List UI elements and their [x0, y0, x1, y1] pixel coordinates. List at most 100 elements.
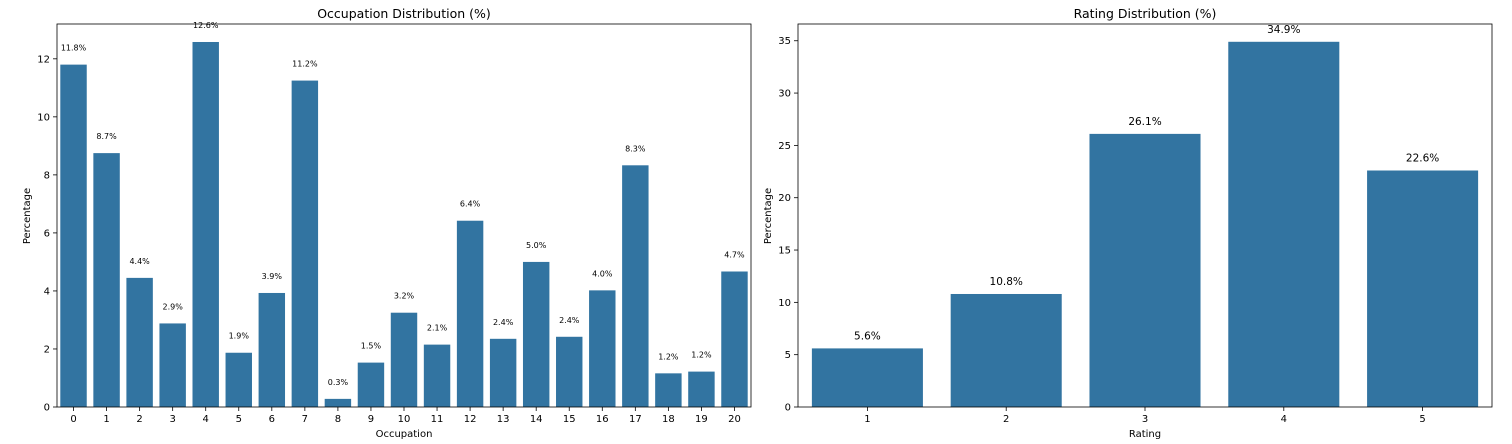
bar	[721, 271, 748, 407]
data-label: 2.4%	[559, 316, 580, 325]
x-tick-label: 18	[662, 414, 675, 425]
bar	[622, 165, 649, 407]
x-tick-label: 15	[563, 414, 576, 425]
data-label: 10.8%	[990, 276, 1023, 288]
x-tick-label: 7	[302, 414, 308, 425]
bar	[324, 398, 352, 407]
rating-chart-marks: 0 5 10 15 20 25 30 35 1 5.6% 2 10.8% 3 26.1% 4 34.9% 5 22…	[778, 24, 1479, 425]
data-label: 5.6%	[854, 330, 881, 342]
x-tick-label: 10	[398, 414, 411, 425]
y-tick-label: 10	[37, 112, 50, 123]
data-label: 1.2%	[658, 352, 679, 361]
occupation-chart-marks: 0 2 4 6 8 10 12 0 11.8% 1 8.7% 2 4.4% 3 2.9% 4 12.6% 5 1.9…	[37, 21, 748, 425]
y-tick-label: 30	[778, 89, 791, 100]
bar	[489, 338, 517, 407]
x-tick-label: 19	[695, 414, 708, 425]
y-tick-label: 12	[37, 54, 50, 65]
occupation-chart-title: Occupation Distribution (%)	[317, 6, 491, 21]
x-tick-label: 12	[464, 414, 477, 425]
x-tick-label: 17	[629, 414, 642, 425]
x-tick-label: 3	[169, 414, 175, 425]
data-label: 1.2%	[691, 351, 712, 360]
x-tick-label: 13	[497, 414, 510, 425]
data-label: 26.1%	[1128, 116, 1161, 128]
bar	[423, 344, 451, 407]
x-tick-label: 4	[1281, 414, 1287, 425]
x-tick-label: 1	[103, 414, 109, 425]
bar	[589, 290, 616, 407]
rating-y-axis-label: Percentage	[763, 188, 774, 244]
y-tick-label: 10	[778, 298, 791, 309]
rating-chart: Rating Distribution (%) 0510152025303515…	[763, 6, 1493, 440]
bar	[1089, 133, 1201, 407]
bar	[93, 153, 120, 407]
bar	[225, 352, 252, 407]
data-label: 2.1%	[427, 324, 448, 333]
bar	[390, 312, 418, 407]
x-tick-label: 20	[728, 414, 741, 425]
x-tick-label: 9	[368, 414, 374, 425]
bar	[688, 371, 715, 407]
data-label: 8.7%	[96, 132, 117, 141]
data-label: 12.6%	[193, 21, 219, 30]
data-label: 5.0%	[526, 241, 547, 250]
data-label: 8.3%	[625, 144, 646, 153]
bar	[291, 80, 319, 408]
data-label: 1.5%	[361, 342, 382, 351]
x-tick-label: 16	[596, 414, 609, 425]
x-tick-label: 4	[203, 414, 209, 425]
y-tick-label: 25	[778, 141, 791, 152]
y-tick-label: 20	[778, 193, 791, 204]
y-tick-label: 5	[785, 350, 791, 361]
occupation-plot-frame	[56, 23, 752, 408]
bar	[556, 336, 583, 407]
x-tick-label: 1	[864, 414, 870, 425]
bar	[357, 362, 385, 407]
x-tick-label: 0	[70, 414, 76, 425]
occupation-chart: Occupation Distribution (%) 024681012011…	[22, 6, 752, 440]
occupation-x-axis-label: Occupation	[376, 429, 433, 440]
bar	[456, 220, 484, 407]
y-tick-label: 8	[44, 170, 50, 181]
x-tick-label: 5	[1419, 414, 1425, 425]
x-tick-label: 2	[1003, 414, 1009, 425]
rating-x-axis-label: Rating	[1129, 429, 1161, 440]
bar	[1228, 41, 1340, 408]
bar	[950, 293, 1062, 407]
data-label: 22.6%	[1406, 153, 1439, 165]
data-label: 4.0%	[592, 269, 613, 278]
data-label: 11.2%	[292, 60, 318, 69]
bar	[192, 41, 219, 408]
bar	[258, 292, 286, 407]
rating-chart-title: Rating Distribution (%)	[1074, 6, 1217, 21]
y-tick-label: 0	[785, 403, 791, 414]
data-label: 3.9%	[262, 272, 283, 281]
x-tick-label: 3	[1142, 414, 1148, 425]
bar	[60, 64, 87, 407]
data-label: 4.7%	[724, 250, 745, 259]
x-tick-label: 8	[335, 414, 341, 425]
bar	[655, 373, 682, 407]
y-tick-label: 0	[44, 403, 50, 414]
data-label: 4.4%	[129, 257, 150, 266]
occupation-y-axis-label: Percentage	[22, 188, 33, 244]
bar	[522, 261, 550, 407]
data-label: 3.2%	[394, 292, 415, 301]
bar	[126, 277, 153, 407]
x-tick-label: 5	[236, 414, 242, 425]
data-label: 2.4%	[493, 318, 514, 327]
data-label: 1.9%	[229, 332, 250, 341]
x-tick-label: 11	[431, 414, 444, 425]
y-tick-label: 4	[44, 286, 50, 297]
rating-plot-frame	[797, 23, 1493, 408]
data-label: 11.8%	[61, 44, 87, 53]
x-tick-label: 14	[530, 414, 543, 425]
bar	[811, 348, 923, 407]
y-tick-label: 6	[44, 228, 50, 239]
data-label: 6.4%	[460, 200, 481, 209]
x-tick-label: 6	[269, 414, 275, 425]
data-label: 34.9%	[1267, 24, 1300, 36]
bar	[1367, 170, 1479, 407]
y-tick-label: 35	[778, 36, 791, 47]
